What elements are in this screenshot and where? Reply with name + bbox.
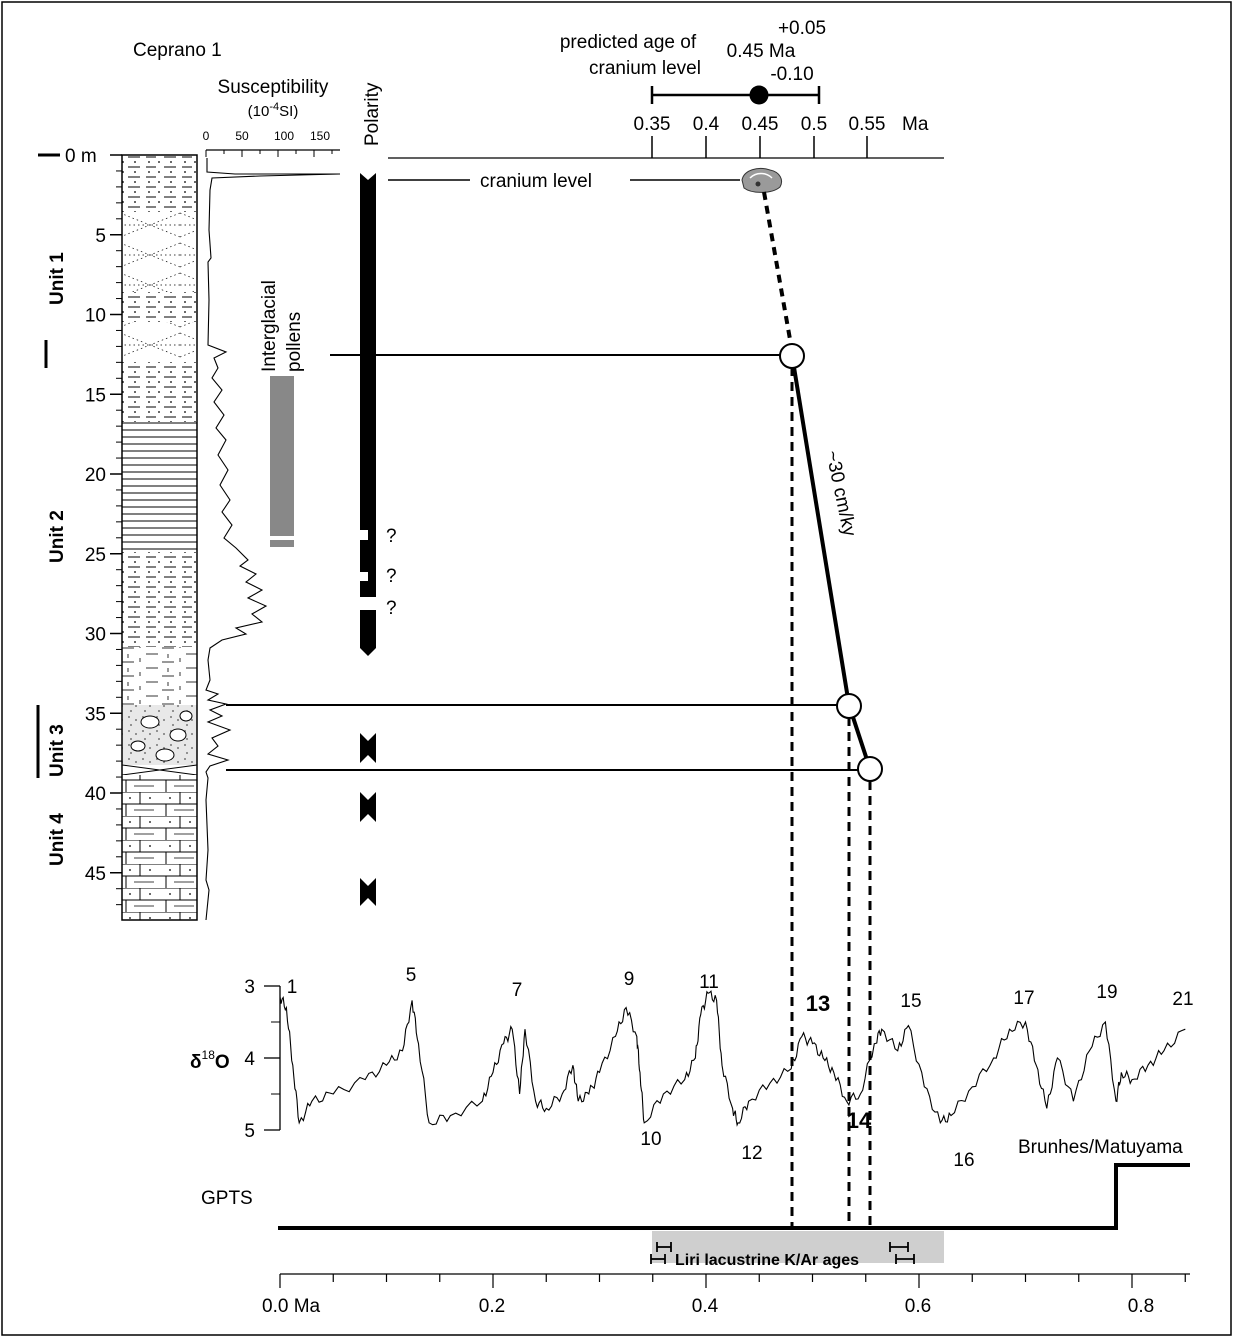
mis-stage: 16 [953,1150,974,1171]
depth-tick-label: 5 [95,226,106,247]
cranium-level-label: cranium level [480,171,592,192]
susceptibility-title: Susceptibility [218,77,329,98]
site-label: Ceprano 1 [133,40,222,61]
susceptibility-tick: 150 [310,129,330,143]
polarity-column [358,173,376,906]
lithology-column [121,154,198,921]
unit-2-label: Unit 2 [47,510,68,563]
unit-1-label: Unit 1 [47,252,68,305]
tie-point [857,756,883,782]
susceptibility-unit: (10-4SI) [248,101,299,120]
depth-tick-label: 20 [85,465,106,486]
mis-stage: 12 [741,1143,762,1164]
d18o-curve [279,990,1186,1127]
depth-tick-label: 30 [85,625,106,646]
depth-tick-label: 10 [85,306,106,327]
age-axis: 0.0 Ma 0.2 0.4 0.6 0.8 [262,1273,1190,1317]
kar-errorbars [650,1242,915,1264]
tie-point [779,343,805,369]
polarity-question-mark: ? [386,526,397,547]
age-scale-tick: 0.45 [742,114,779,135]
susceptibility-tick: 50 [235,129,249,143]
mis-stage: 7 [512,980,523,1001]
age-axis-tick-label: 0.8 [1128,1296,1154,1317]
mis-stage: 9 [624,969,635,990]
unit-3-label: Unit 3 [47,724,68,777]
depth-tick-label: 40 [85,784,106,805]
mis-stage: 15 [900,991,921,1012]
depth-axis: 0 m 5 10 15 20 25 30 35 40 45 [36,146,122,906]
predicted-age-label-2: cranium level [589,58,701,79]
cranium-extrapolation [762,191,793,346]
mis-stage: 10 [640,1129,661,1150]
d18o-axis: 3 4 5 [244,977,281,1142]
pollen-bar [270,376,294,536]
mis-stage: 13 [806,991,830,1016]
d18o-tick: 3 [244,977,255,998]
age-axis-tick-label: 0.2 [479,1296,505,1317]
depth-tick-label: 15 [85,385,106,406]
depth-tick-label: 25 [85,545,106,566]
pollen-label-2: pollens [284,312,305,372]
polarity-question-mark: ? [386,598,397,619]
kar-label: Liri lacustrine K/Ar ages [675,1252,859,1269]
pollen-label-1: Interglacial [259,280,280,372]
pollen-bar-lower [270,540,294,547]
d18o-tick: 4 [244,1049,255,1070]
cranium-image [741,167,783,193]
d18o-label: δ18O [190,1048,230,1073]
mis-stage: 19 [1096,982,1117,1003]
depth-tick-label: 35 [85,704,106,725]
d18o-tick: 5 [244,1121,255,1142]
mis-stage: 11 [699,972,719,993]
age-scale-unit: Ma [902,114,929,135]
depth-zero-label: 0 m [65,146,97,167]
mis-stage-labels: 1 5 7 9 11 13 15 17 19 21 10 12 14 16 [287,965,1194,1171]
predicted-age-minus: -0.10 [770,64,813,85]
polarity-label: Polarity [362,82,383,146]
age-axis-tick-label: 0.0 Ma [262,1296,321,1317]
polarity-question-mark: ? [386,566,397,587]
rate-label: ~30 cm/ky [821,449,860,539]
unit-4-label: Unit 4 [47,813,68,866]
age-scale-tick: 0.5 [801,114,827,135]
mis-stage: 1 [287,977,298,998]
depth-tick-label: 45 [85,864,106,885]
mis-stage: 14 [847,1108,872,1133]
gpts-line [278,1163,1190,1230]
age-axis-tick-label: 0.6 [905,1296,931,1317]
age-scale-tick: 0.35 [634,114,671,135]
susceptibility-curve [205,158,341,921]
mis-stage: 5 [406,965,417,986]
predicted-age-errorbar [650,85,821,105]
age-axis-tick-label: 0.4 [692,1296,719,1317]
susceptibility-tick: 0 [203,129,210,143]
susceptibility-axis: 0 50 100 150 [203,129,340,157]
brunhes-matuyama-label: Brunhes/Matuyama [1018,1137,1183,1158]
susceptibility-tick: 100 [274,129,294,143]
mis-stage: 21 [1172,989,1193,1010]
predicted-age-value: 0.45 Ma [727,41,796,62]
predicted-age-plus: +0.05 [778,18,826,39]
age-scale-tick: 0.4 [693,114,720,135]
d18o-series-line [279,990,1186,1127]
gpts-label: GPTS [201,1188,253,1209]
predicted-age-scale: 0.35 0.4 0.45 0.5 0.55 Ma [388,114,944,159]
tie-point [836,693,862,719]
mis-stage: 17 [1013,988,1034,1009]
predicted-age-label-1: predicted age of [560,32,697,53]
age-scale-tick: 0.55 [849,114,886,135]
